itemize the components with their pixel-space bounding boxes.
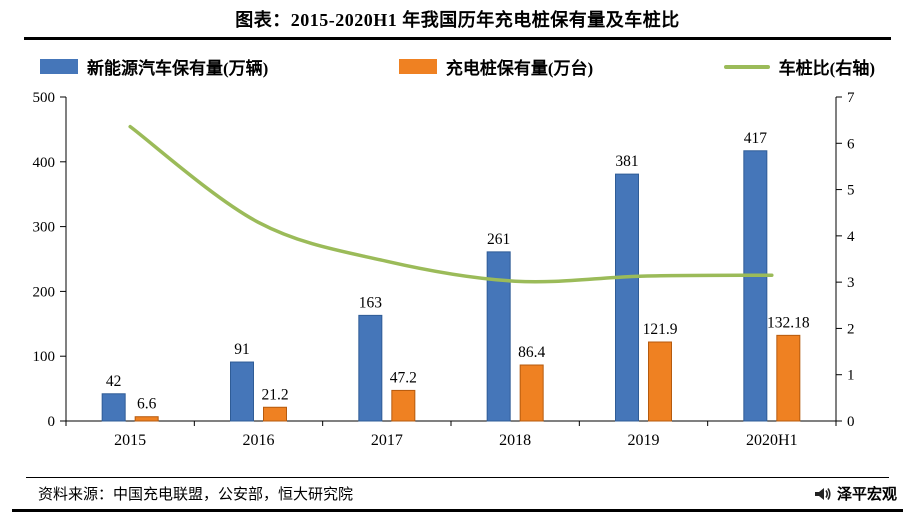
footer-row: 资料来源：中国充电联盟，公安部，恒大研究院 泽平宏观 — [0, 478, 915, 507]
left-axis-label: 300 — [33, 220, 56, 236]
value-label: 261 — [487, 231, 510, 248]
brand-logo: 泽平宏观 — [812, 483, 897, 504]
footer-divider — [26, 477, 889, 478]
chart-title: 图表：2015-2020H1 年我国历年充电桩保有量及车桩比 — [235, 10, 680, 30]
vehicle-bar-2019 — [615, 173, 639, 422]
x-axis-label-2018: 2018 — [499, 432, 531, 449]
right-axis-label: 0 — [847, 414, 855, 430]
vehicle-bar-2015 — [101, 393, 126, 422]
left-axis-label: 100 — [33, 349, 56, 365]
x-axis-label-2019: 2019 — [628, 432, 660, 449]
value-label: 121.9 — [643, 321, 678, 338]
pile-bar-2017 — [391, 389, 416, 422]
left-axis-label: 500 — [33, 90, 56, 106]
legend-item-piles: 充电桩保有量(万台) — [398, 54, 594, 79]
right-axis-label: 3 — [847, 275, 855, 291]
value-label: 47.2 — [390, 369, 417, 386]
vehicle-bar-2016 — [230, 361, 254, 422]
value-label: 86.4 — [518, 344, 545, 361]
ratio-line — [128, 124, 774, 284]
legend-item-ratio: 车桩比(右轴) — [723, 54, 875, 79]
value-label: 42 — [106, 373, 122, 390]
chart-footer: 资料来源：中国充电联盟，公安部，恒大研究院 泽平宏观 — [0, 477, 915, 512]
pile-bar-2016 — [263, 406, 287, 422]
value-label: 132.18 — [767, 314, 810, 331]
chart-header: 图表：2015-2020H1 年我国历年充电桩保有量及车桩比 — [24, 0, 891, 40]
vehicle-bar-2020H1 — [743, 150, 768, 422]
value-label: 91 — [234, 341, 250, 358]
source-note: 资料来源：中国充电联盟，公安部，恒大研究院 — [38, 487, 354, 503]
right-axis-label: 5 — [847, 183, 855, 199]
vehicle-series-swatch — [40, 59, 78, 74]
right-axis-label: 2 — [847, 321, 855, 337]
ratio-line-swatch — [723, 64, 770, 69]
legend-label: 充电桩保有量(万台) — [445, 59, 594, 78]
x-axis-label-2020H1: 2020H1 — [746, 432, 798, 449]
legend-label: 车桩比(右轴) — [778, 59, 875, 78]
pile-bar-2018 — [519, 364, 544, 422]
right-axis-label: 6 — [847, 136, 855, 152]
pile-series-swatch — [398, 59, 437, 74]
brand-name: 泽平宏观 — [836, 487, 897, 503]
legend-item-vehicles: 新能源汽车保有量(万辆) — [40, 54, 268, 79]
pile-bar-2019 — [648, 341, 672, 422]
pile-bar-2015 — [134, 416, 159, 422]
left-axis-label: 0 — [48, 414, 56, 430]
value-label: 381 — [615, 153, 638, 170]
combo-chart: 0 100 200 300 400 500 0 1 2 3 4 5 6 7 42 91 163 261 381 417… — [33, 90, 856, 449]
value-label: 163 — [359, 294, 383, 311]
chart-legend: 新能源汽车保有量(万辆) 充电桩保有量(万台) 车桩比(右轴) — [40, 54, 875, 79]
x-axis-label-2017: 2017 — [371, 432, 403, 449]
left-axis-label: 200 — [33, 284, 56, 300]
x-axis-label-2015: 2015 — [114, 432, 146, 449]
value-label: 6.6 — [137, 396, 157, 413]
vehicle-bar-2017 — [358, 314, 383, 422]
legend-label: 新能源汽车保有量(万辆) — [87, 59, 269, 78]
pile-bar-2020H1 — [776, 334, 801, 422]
bottom-rule — [12, 509, 903, 512]
right-axis-label: 1 — [847, 368, 855, 384]
value-label: 21.2 — [261, 386, 288, 403]
left-axis-label: 400 — [33, 155, 56, 171]
right-axis-label: 4 — [847, 229, 855, 245]
megaphone-icon — [814, 487, 831, 500]
x-axis-label-2016: 2016 — [243, 432, 275, 449]
vehicle-bar-2018 — [486, 251, 511, 422]
right-axis-label: 7 — [847, 90, 855, 106]
value-label: 417 — [744, 130, 768, 147]
